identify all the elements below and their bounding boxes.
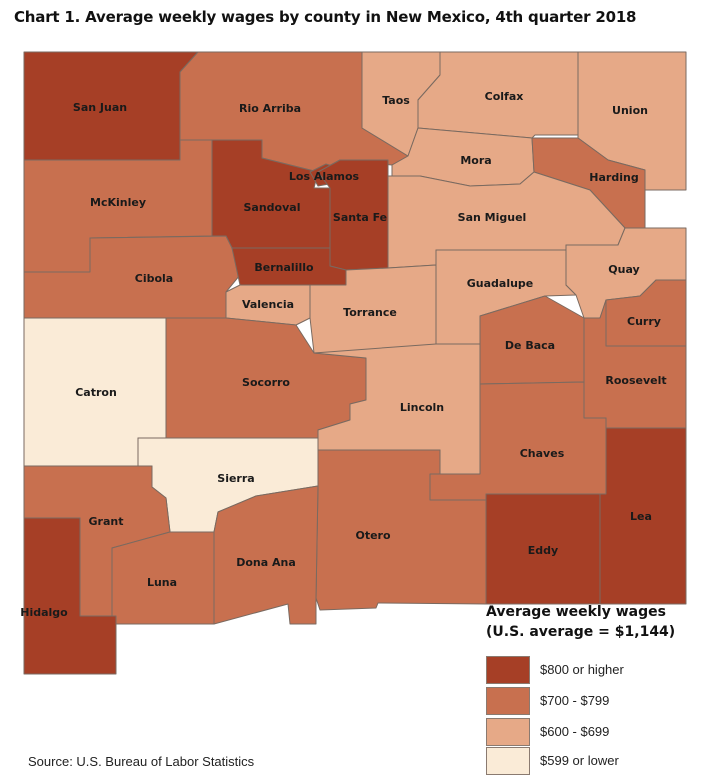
county-label-rio-arriba: Rio Arriba	[239, 102, 301, 115]
county-label-union: Union	[612, 104, 648, 117]
county-label-torrance: Torrance	[343, 306, 397, 319]
county-lea	[599, 427, 687, 605]
county-label-otero: Otero	[355, 529, 390, 542]
legend-item-700-799: $700 - $799	[486, 687, 716, 717]
county-label-santa-fe: Santa Fe	[333, 211, 387, 224]
county-label-catron: Catron	[75, 386, 117, 399]
county-label-curry: Curry	[627, 315, 661, 328]
county-label-valencia: Valencia	[242, 298, 294, 311]
county-label-taos: Taos	[382, 94, 410, 107]
legend-label: $600 - $699	[540, 724, 610, 739]
legend-swatch	[486, 656, 530, 684]
county-label-lincoln: Lincoln	[400, 401, 444, 414]
county-label-luna: Luna	[147, 576, 177, 589]
county-label-dona-ana: Dona Ana	[236, 556, 296, 569]
county-label-sierra: Sierra	[217, 472, 254, 485]
legend-item-599-or-lower: $599 or lower	[486, 747, 716, 777]
county-label-colfax: Colfax	[485, 90, 524, 103]
legend-label: $800 or higher	[540, 662, 624, 677]
county-label-mckinley: McKinley	[90, 196, 146, 209]
county-label-los-alamos: Los Alamos	[289, 170, 360, 183]
county-label-mora: Mora	[460, 154, 491, 167]
county-hidalgo	[23, 517, 117, 675]
legend-title-line1: Average weekly wages	[486, 604, 666, 620]
county-label-eddy: Eddy	[528, 544, 558, 557]
county-label-sandoval: Sandoval	[244, 201, 301, 214]
legend-swatch	[486, 747, 530, 775]
legend-label: $700 - $799	[540, 693, 610, 708]
source-note: Source: U.S. Bureau of Labor Statistics	[28, 754, 255, 769]
legend-swatch	[486, 718, 530, 746]
county-label-san-juan: San Juan	[73, 101, 127, 114]
county-label-guadalupe: Guadalupe	[467, 277, 534, 290]
county-label-de-baca: De Baca	[505, 339, 555, 352]
legend-item-600-699: $600 - $699	[486, 718, 716, 748]
chart-title: Chart 1. Average weekly wages by county …	[14, 8, 637, 26]
county-label-harding: Harding	[589, 171, 638, 184]
county-label-cibola: Cibola	[135, 272, 173, 285]
county-label-socorro: Socorro	[242, 376, 290, 389]
county-label-roosevelt: Roosevelt	[605, 374, 666, 387]
legend: Average weekly wages (U.S. average = $1,…	[486, 602, 676, 775]
county-dona-ana	[213, 485, 319, 625]
legend-swatch	[486, 687, 530, 715]
legend-label: $599 or lower	[540, 753, 619, 768]
county-label-quay: Quay	[608, 263, 639, 276]
legend-item-800-or-higher: $800 or higher	[486, 656, 716, 686]
county-label-lea: Lea	[630, 510, 652, 523]
legend-title-line2: (U.S. average = $1,144)	[486, 624, 676, 640]
county-label-bernalillo: Bernalillo	[254, 261, 314, 274]
county-label-san-miguel: San Miguel	[458, 211, 527, 224]
county-label-grant: Grant	[89, 515, 124, 528]
county-label-hidalgo: Hidalgo	[20, 606, 68, 619]
county-label-chaves: Chaves	[520, 447, 565, 460]
